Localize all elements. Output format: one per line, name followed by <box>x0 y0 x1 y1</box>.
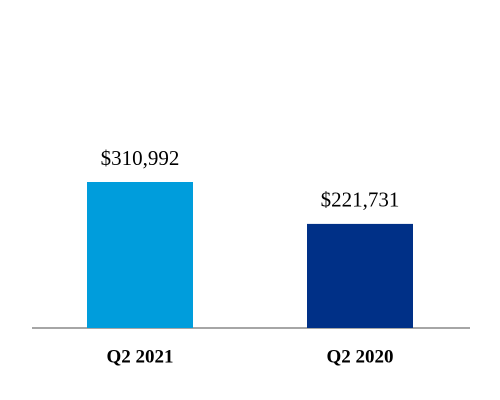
value-label: $221,731 <box>321 188 400 212</box>
x-tick-label: Q2 2021 <box>106 346 173 367</box>
bar <box>307 223 413 328</box>
x-tick-label: Q2 2020 <box>326 346 393 367</box>
bar <box>87 182 193 328</box>
value-label: $310,992 <box>101 146 180 170</box>
